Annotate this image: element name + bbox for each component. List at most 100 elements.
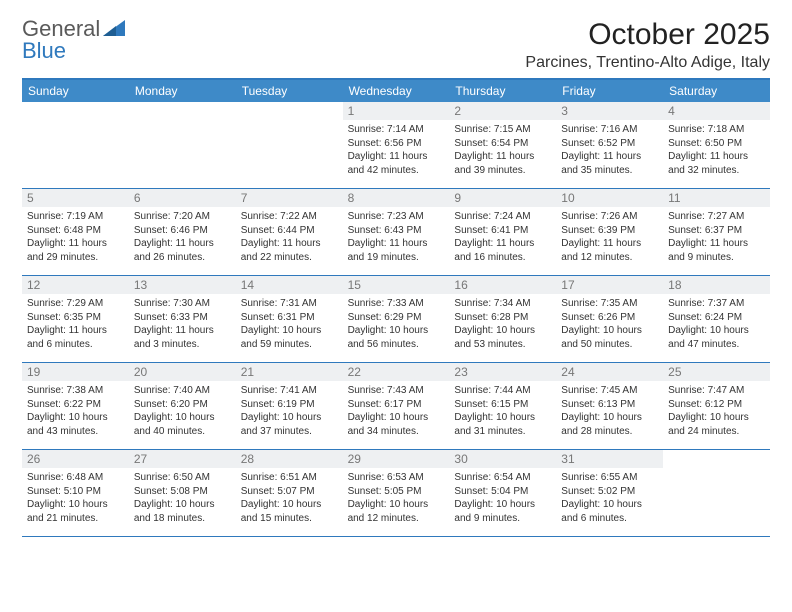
day-number: 5 (27, 191, 124, 205)
dl1-text: Daylight: 11 hours (348, 150, 445, 164)
day-number-bar: 1 (343, 102, 450, 120)
sunset-text: Sunset: 6:46 PM (134, 224, 231, 238)
weekday-header-row: Sunday Monday Tuesday Wednesday Thursday… (22, 80, 770, 102)
sunrise-text: Sunrise: 7:20 AM (134, 210, 231, 224)
day-number: 10 (561, 191, 658, 205)
day-cell: 12Sunrise: 7:29 AMSunset: 6:35 PMDayligh… (22, 276, 129, 362)
sunrise-text: Sunrise: 6:55 AM (561, 471, 658, 485)
sunrise-text: Sunrise: 6:48 AM (27, 471, 124, 485)
dl2-text: and 59 minutes. (241, 338, 338, 352)
sunset-text: Sunset: 6:54 PM (454, 137, 551, 151)
day-number: 18 (668, 278, 765, 292)
day-number: 23 (454, 365, 551, 379)
sunset-text: Sunset: 6:20 PM (134, 398, 231, 412)
dl2-text: and 56 minutes. (348, 338, 445, 352)
sunrise-text: Sunrise: 7:33 AM (348, 297, 445, 311)
day-number (241, 104, 338, 118)
day-number: 31 (561, 452, 658, 466)
day-cell (22, 102, 129, 188)
dl1-text: Daylight: 11 hours (454, 237, 551, 251)
day-number (27, 104, 124, 118)
day-number-bar: 24 (556, 363, 663, 381)
day-number-bar: 20 (129, 363, 236, 381)
day-cell (236, 102, 343, 188)
sunrise-text: Sunrise: 7:37 AM (668, 297, 765, 311)
sunset-text: Sunset: 6:44 PM (241, 224, 338, 238)
day-number-bar: 9 (449, 189, 556, 207)
dl1-text: Daylight: 10 hours (454, 498, 551, 512)
day-cell: 19Sunrise: 7:38 AMSunset: 6:22 PMDayligh… (22, 363, 129, 449)
sunset-text: Sunset: 6:52 PM (561, 137, 658, 151)
day-number: 2 (454, 104, 551, 118)
month-title: October 2025 (525, 18, 770, 52)
day-cell: 15Sunrise: 7:33 AMSunset: 6:29 PMDayligh… (343, 276, 450, 362)
sunset-text: Sunset: 6:56 PM (348, 137, 445, 151)
day-cell: 8Sunrise: 7:23 AMSunset: 6:43 PMDaylight… (343, 189, 450, 275)
day-number: 29 (348, 452, 445, 466)
sunset-text: Sunset: 5:02 PM (561, 485, 658, 499)
sunrise-text: Sunrise: 7:35 AM (561, 297, 658, 311)
dl1-text: Daylight: 10 hours (134, 411, 231, 425)
sunset-text: Sunset: 6:50 PM (668, 137, 765, 151)
sunrise-text: Sunrise: 7:47 AM (668, 384, 765, 398)
day-number: 3 (561, 104, 658, 118)
sunrise-text: Sunrise: 7:45 AM (561, 384, 658, 398)
dl2-text: and 22 minutes. (241, 251, 338, 265)
day-cell: 31Sunrise: 6:55 AMSunset: 5:02 PMDayligh… (556, 450, 663, 536)
dl1-text: Daylight: 10 hours (348, 411, 445, 425)
dl2-text: and 6 minutes. (27, 338, 124, 352)
dl1-text: Daylight: 10 hours (348, 324, 445, 338)
day-number-bar (663, 450, 770, 468)
sunrise-text: Sunrise: 7:27 AM (668, 210, 765, 224)
day-cell: 6Sunrise: 7:20 AMSunset: 6:46 PMDaylight… (129, 189, 236, 275)
dl2-text: and 29 minutes. (27, 251, 124, 265)
sunset-text: Sunset: 6:22 PM (27, 398, 124, 412)
day-cell: 17Sunrise: 7:35 AMSunset: 6:26 PMDayligh… (556, 276, 663, 362)
sunrise-text: Sunrise: 6:51 AM (241, 471, 338, 485)
day-cell: 2Sunrise: 7:15 AMSunset: 6:54 PMDaylight… (449, 102, 556, 188)
day-number-bar: 16 (449, 276, 556, 294)
sunrise-text: Sunrise: 7:26 AM (561, 210, 658, 224)
day-cell: 7Sunrise: 7:22 AMSunset: 6:44 PMDaylight… (236, 189, 343, 275)
weekday-header: Friday (556, 80, 663, 102)
week-row: 12Sunrise: 7:29 AMSunset: 6:35 PMDayligh… (22, 276, 770, 363)
sunset-text: Sunset: 6:39 PM (561, 224, 658, 238)
day-number: 20 (134, 365, 231, 379)
dl2-text: and 3 minutes. (134, 338, 231, 352)
day-number-bar: 4 (663, 102, 770, 120)
sunrise-text: Sunrise: 7:43 AM (348, 384, 445, 398)
week-row: 1Sunrise: 7:14 AMSunset: 6:56 PMDaylight… (22, 102, 770, 189)
sunset-text: Sunset: 6:35 PM (27, 311, 124, 325)
day-number: 17 (561, 278, 658, 292)
day-number-bar: 14 (236, 276, 343, 294)
dl2-text: and 39 minutes. (454, 164, 551, 178)
day-cell: 23Sunrise: 7:44 AMSunset: 6:15 PMDayligh… (449, 363, 556, 449)
logo-text: General Blue (22, 18, 125, 62)
day-number: 1 (348, 104, 445, 118)
sunset-text: Sunset: 6:12 PM (668, 398, 765, 412)
dl1-text: Daylight: 11 hours (561, 150, 658, 164)
dl2-text: and 9 minutes. (454, 512, 551, 526)
sunset-text: Sunset: 6:15 PM (454, 398, 551, 412)
logo: General Blue (22, 18, 125, 62)
week-row: 26Sunrise: 6:48 AMSunset: 5:10 PMDayligh… (22, 450, 770, 537)
dl1-text: Daylight: 11 hours (134, 324, 231, 338)
day-number-bar: 18 (663, 276, 770, 294)
logo-word-2: Blue (22, 38, 66, 63)
day-cell: 5Sunrise: 7:19 AMSunset: 6:48 PMDaylight… (22, 189, 129, 275)
day-number: 21 (241, 365, 338, 379)
dl2-text: and 43 minutes. (27, 425, 124, 439)
day-cell: 26Sunrise: 6:48 AMSunset: 5:10 PMDayligh… (22, 450, 129, 536)
sunrise-text: Sunrise: 7:38 AM (27, 384, 124, 398)
day-number: 22 (348, 365, 445, 379)
dl1-text: Daylight: 10 hours (668, 411, 765, 425)
dl2-text: and 47 minutes. (668, 338, 765, 352)
day-cell: 13Sunrise: 7:30 AMSunset: 6:33 PMDayligh… (129, 276, 236, 362)
day-number-bar: 17 (556, 276, 663, 294)
day-number: 27 (134, 452, 231, 466)
day-number-bar (129, 102, 236, 120)
dl1-text: Daylight: 11 hours (27, 237, 124, 251)
weekday-header: Tuesday (236, 80, 343, 102)
dl1-text: Daylight: 10 hours (27, 411, 124, 425)
day-cell: 24Sunrise: 7:45 AMSunset: 6:13 PMDayligh… (556, 363, 663, 449)
